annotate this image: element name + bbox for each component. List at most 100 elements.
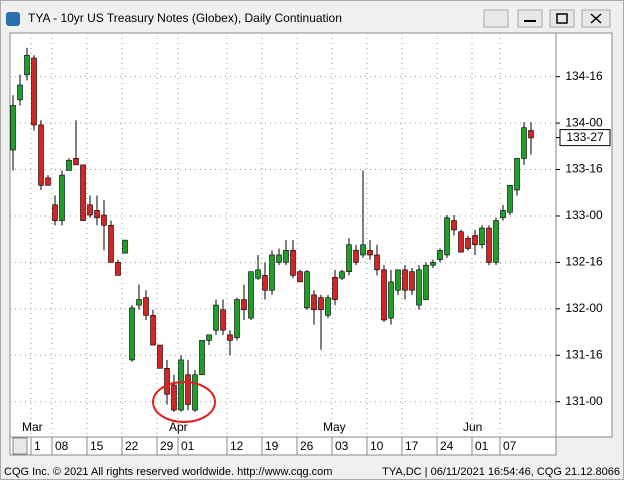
candle-body <box>108 224 114 263</box>
candle-body <box>388 281 394 319</box>
x-tick-label: 19 <box>265 439 279 453</box>
y-tick-label: 131-00 <box>565 394 603 408</box>
candle-body <box>423 264 429 300</box>
candle-body <box>45 177 51 186</box>
month-label: Mar <box>22 420 43 434</box>
x-tick-label: 03 <box>335 439 349 453</box>
last-price-label: 133-27 <box>566 130 604 144</box>
candle-body <box>521 127 527 159</box>
candle-body <box>409 271 415 291</box>
app-icon <box>6 12 20 26</box>
candle-body <box>318 297 324 311</box>
candle-body <box>227 334 233 341</box>
candle-body <box>80 164 86 221</box>
candle-body <box>171 384 177 411</box>
candle-body <box>164 367 170 395</box>
candle-body <box>493 220 499 263</box>
month-label: Jun <box>463 420 482 434</box>
y-tick-label: 132-16 <box>565 255 603 269</box>
candle-body <box>395 269 401 291</box>
plot-area <box>9 32 557 438</box>
candle-body <box>346 244 352 272</box>
candle-body <box>416 269 422 306</box>
candle-body <box>136 299 142 306</box>
candle-body <box>206 334 212 341</box>
x-tick-label: 01 <box>475 439 489 453</box>
x-tick-label: 15 <box>90 439 104 453</box>
candle-body <box>451 220 457 231</box>
y-tick-label: 131-16 <box>565 347 603 361</box>
candle-body <box>241 299 247 311</box>
candle-body <box>367 250 373 256</box>
candle-body <box>157 344 163 369</box>
candle-body <box>129 307 135 361</box>
candle-body <box>528 130 534 139</box>
candle-body <box>255 269 261 279</box>
highlight-circle <box>152 381 216 423</box>
x-tick-label: 1 <box>34 439 41 453</box>
candle-body <box>115 262 121 276</box>
x-tick-label: 08 <box>55 439 69 453</box>
candle-body <box>437 250 443 260</box>
y-tick-label: 134-16 <box>565 69 603 83</box>
link-button[interactable] <box>483 9 509 28</box>
x-tick-label: 26 <box>300 439 314 453</box>
x-tick-label: 01 <box>181 439 195 453</box>
y-tick-label: 134-00 <box>565 115 603 129</box>
close-glyph <box>590 13 602 24</box>
candle-body <box>360 244 366 256</box>
x-tick-label: 17 <box>405 439 419 453</box>
candle-body <box>290 250 296 276</box>
candle-body <box>269 254 275 291</box>
time-axis <box>9 436 557 456</box>
candle-body <box>24 54 30 76</box>
candle-body <box>353 250 359 263</box>
footer-right: TYA,DC | 06/11/2021 16:54:46, CQG 21.12.… <box>382 466 620 478</box>
candle-body <box>444 217 450 256</box>
candle-body <box>213 304 219 331</box>
candle-body <box>101 214 107 226</box>
candle-body <box>143 297 149 316</box>
footer-left: CQG Inc. © 2021 All rights reserved worl… <box>4 466 332 478</box>
candle-body <box>94 210 100 219</box>
candle-body <box>374 254 380 271</box>
marks: 131-00 131-16 132-00 132-16 133-00 133-16 134-… <box>10 33 611 455</box>
candle-body <box>381 269 387 321</box>
candle-body <box>199 340 205 376</box>
candle-body <box>276 254 282 263</box>
candle-body <box>150 315 156 346</box>
candle-body <box>220 309 226 331</box>
y-tick-label: 132-00 <box>565 301 603 315</box>
x-tick-label: 10 <box>370 439 384 453</box>
candle-body <box>59 174 65 221</box>
candle-body <box>339 271 345 279</box>
candle-body <box>17 84 23 101</box>
candle-body <box>297 271 303 283</box>
candle-body <box>458 231 464 253</box>
candle-body <box>185 374 191 405</box>
candle-body <box>465 237 471 249</box>
candle-body <box>262 275 268 291</box>
maximize-button[interactable] <box>549 9 575 28</box>
minimize-button[interactable] <box>517 9 543 28</box>
candle-body <box>38 124 44 186</box>
candle-body <box>311 294 317 311</box>
x-tick-label: 12 <box>230 439 244 453</box>
axis-button[interactable] <box>12 437 28 455</box>
x-tick-label: 07 <box>503 439 517 453</box>
candle-body <box>87 204 93 216</box>
candle-body <box>10 105 16 151</box>
candle-body <box>122 239 128 254</box>
candle-body <box>52 204 58 221</box>
candle-body <box>178 359 184 411</box>
month-label: May <box>323 420 346 434</box>
candle-body <box>486 227 492 263</box>
candle-body <box>472 235 478 246</box>
candle-body <box>304 271 310 309</box>
candle-body <box>73 158 79 166</box>
x-tick-label: 22 <box>125 439 139 453</box>
candle-body <box>402 269 408 291</box>
candle-body <box>283 250 289 263</box>
candle-body <box>31 57 37 126</box>
